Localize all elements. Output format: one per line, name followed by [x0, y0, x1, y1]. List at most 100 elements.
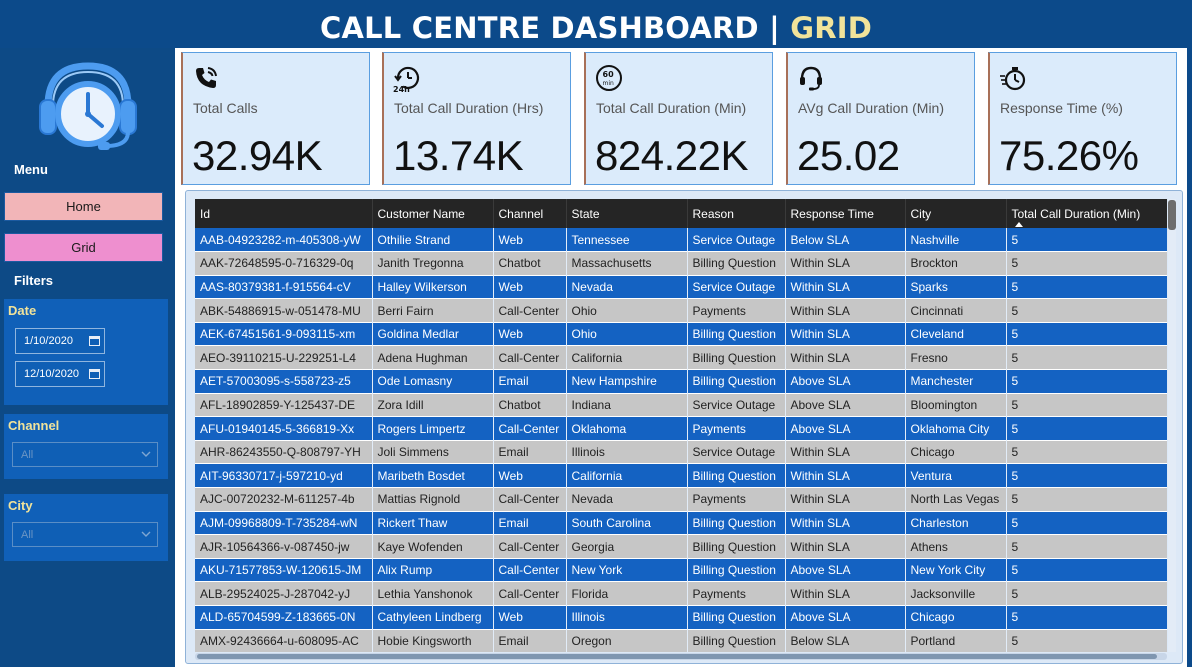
calendar-icon[interactable]: [89, 336, 100, 346]
table-row[interactable]: AMX-92436664-u-608095-AC Hobie Kingsworth…: [195, 629, 1167, 652]
cell-state: Nevada: [566, 487, 688, 512]
column-header-city[interactable]: City: [905, 199, 1007, 228]
table-row[interactable]: AJR-10564366-v-087450-jw Kaye Wofenden Cal…: [195, 534, 1167, 559]
cell-channel: Email: [493, 511, 567, 535]
cell-channel: Chatbot: [493, 251, 567, 276]
cell-response-time: Within SLA: [785, 298, 906, 323]
cell-reason: Payments: [687, 581, 786, 606]
cell-total-call-duration: 5: [1006, 558, 1167, 582]
column-header-channel[interactable]: Channel: [493, 199, 567, 228]
cell-id: AEK-67451561-9-093115-xm: [195, 322, 373, 346]
cell-id: AJC-00720232-M-611257-4b: [195, 487, 373, 512]
cell-city: Cleveland: [905, 322, 1007, 346]
column-header-id[interactable]: Id: [195, 199, 373, 228]
cell-total-call-duration: 5: [1006, 275, 1167, 299]
kpi-label: AVg Call Duration (Min): [798, 100, 945, 116]
cell-state: Georgia: [566, 534, 688, 559]
channel-select-value: All: [21, 448, 34, 461]
cell-reason: Billing Question: [687, 322, 786, 346]
table-row[interactable]: AET-57003095-s-558723-z5 Ode Lomasny Email…: [195, 369, 1167, 394]
scrollbar-thumb[interactable]: [1168, 200, 1176, 230]
table-row[interactable]: AIT-96330717-j-597210-yd Maribeth Bosdet W…: [195, 463, 1167, 488]
cell-total-call-duration: 5: [1006, 534, 1167, 559]
cell-customer-name: Janith Tregonna: [372, 251, 494, 276]
cell-city: Oklahoma City: [905, 416, 1007, 441]
cell-customer-name: Berri Fairn: [372, 298, 494, 323]
cell-customer-name: Ode Lomasny: [372, 369, 494, 394]
date-filter-label: Date: [8, 303, 37, 318]
table-row[interactable]: AFL-18902859-Y-125437-DE Zora Idill Chatbo…: [195, 393, 1167, 417]
chevron-down-icon[interactable]: [141, 449, 151, 459]
cell-city: Portland: [905, 629, 1007, 652]
kpi-card-response-time: Response Time (%) 75.26%: [988, 52, 1177, 185]
cell-total-call-duration: 5: [1006, 345, 1167, 370]
table-row[interactable]: AEK-67451561-9-093115-xm Goldina Medlar We…: [195, 322, 1167, 346]
calendar-icon[interactable]: [89, 369, 100, 379]
cell-city: Cincinnati: [905, 298, 1007, 323]
grid-table-viewport[interactable]: Id Customer Name Channel State Reason Re…: [195, 199, 1167, 652]
channel-select[interactable]: All: [12, 442, 158, 467]
scrollbar-thumb[interactable]: [197, 654, 1157, 659]
city-select[interactable]: All: [12, 522, 158, 547]
cell-channel: Call-Center: [493, 487, 567, 512]
table-row[interactable]: AHR-86243550-Q-808797-YH Joli Simmens Emai…: [195, 440, 1167, 464]
kpi-value: 75.26%: [999, 132, 1139, 179]
cell-customer-name: Rogers Limpertz: [372, 416, 494, 441]
dashboard-header: CALL CENTRE DASHBOARD | GRID: [0, 0, 1192, 48]
start-date-input[interactable]: 1/10/2020: [15, 328, 105, 354]
cell-state: South Carolina: [566, 511, 688, 535]
cell-response-time: Within SLA: [785, 322, 906, 346]
chevron-down-icon[interactable]: [141, 529, 151, 539]
vertical-scrollbar[interactable]: [1168, 199, 1176, 652]
cell-reason: Billing Question: [687, 345, 786, 370]
cell-city: Ventura: [905, 463, 1007, 488]
table-row[interactable]: AAS-80379381-f-915564-cV Halley Wilkerson…: [195, 275, 1167, 299]
column-header-state[interactable]: State: [566, 199, 688, 228]
kpi-area: Total Calls 32.94K 24h Total Call Durati…: [175, 48, 1187, 189]
cell-city: North Las Vegas: [905, 487, 1007, 512]
kpi-value: 32.94K: [192, 132, 323, 179]
cell-id: AFU-01940145-5-366819-Xx: [195, 416, 373, 441]
cell-reason: Service Outage: [687, 393, 786, 417]
column-header-customer-name[interactable]: Customer Name: [372, 199, 494, 228]
column-header-response-time[interactable]: Response Time: [785, 199, 906, 228]
kpi-label: Total Calls: [193, 100, 258, 116]
table-row[interactable]: AKU-71577853-W-120615-JM Alix Rump Call-Ce…: [195, 558, 1167, 582]
cell-customer-name: Alix Rump: [372, 558, 494, 582]
end-date-input[interactable]: 12/10/2020: [15, 361, 105, 387]
cell-reason: Billing Question: [687, 369, 786, 394]
sidebar: Menu Home Grid Filters Date 1/10/2020 12…: [0, 48, 175, 667]
table-row[interactable]: ABK-54886915-w-051478-MU Berri Fairn Call-…: [195, 298, 1167, 323]
column-header-reason[interactable]: Reason: [687, 199, 786, 228]
sort-ascending-icon[interactable]: [1014, 222, 1023, 227]
page-title-main: CALL CENTRE DASHBOARD |: [319, 11, 791, 45]
grid-button[interactable]: Grid: [4, 233, 163, 262]
kpi-value: 25.02: [797, 132, 900, 179]
horizontal-scrollbar[interactable]: [195, 653, 1167, 660]
table-row[interactable]: AFU-01940145-5-366819-Xx Rogers Limpertz C…: [195, 416, 1167, 441]
cell-state: California: [566, 463, 688, 488]
headset-clock-icon: [36, 54, 140, 152]
cell-reason: Billing Question: [687, 629, 786, 652]
table-row[interactable]: AAB-04923282-m-405308-yW Othilie Strand We…: [195, 228, 1167, 252]
table-row[interactable]: AAK-72648595-0-716329-0q Janith Tregonna C…: [195, 251, 1167, 276]
cell-id: AJR-10564366-v-087450-jw: [195, 534, 373, 559]
cell-response-time: Above SLA: [785, 393, 906, 417]
svg-text:min: min: [603, 80, 615, 87]
table-row[interactable]: AJM-09968809-T-735284-wN Rickert Thaw Emai…: [195, 511, 1167, 535]
column-header-label: Total Call Duration (Min): [1011, 206, 1141, 221]
home-button[interactable]: Home: [4, 192, 163, 221]
table-row[interactable]: ALB-29524025-J-287042-yJ Lethia Yanshonok…: [195, 581, 1167, 606]
table-row[interactable]: ALD-65704599-Z-183665-0N Cathyleen Lindbe…: [195, 605, 1167, 630]
cell-customer-name: Adena Hughman: [372, 345, 494, 370]
cell-state: California: [566, 345, 688, 370]
menu-heading: Menu: [14, 162, 48, 177]
cell-city: Bloomington: [905, 393, 1007, 417]
table-row[interactable]: AEO-39110215-U-229251-L4 Adena Hughman Cal…: [195, 345, 1167, 370]
cell-id: AHR-86243550-Q-808797-YH: [195, 440, 373, 464]
cell-id: AET-57003095-s-558723-z5: [195, 369, 373, 394]
table-row[interactable]: AJC-00720232-M-611257-4b Mattias Rignold C…: [195, 487, 1167, 512]
column-header-total-call-duration[interactable]: Total Call Duration (Min): [1006, 199, 1167, 228]
cell-channel: Web: [493, 228, 567, 252]
cell-total-call-duration: 5: [1006, 369, 1167, 394]
